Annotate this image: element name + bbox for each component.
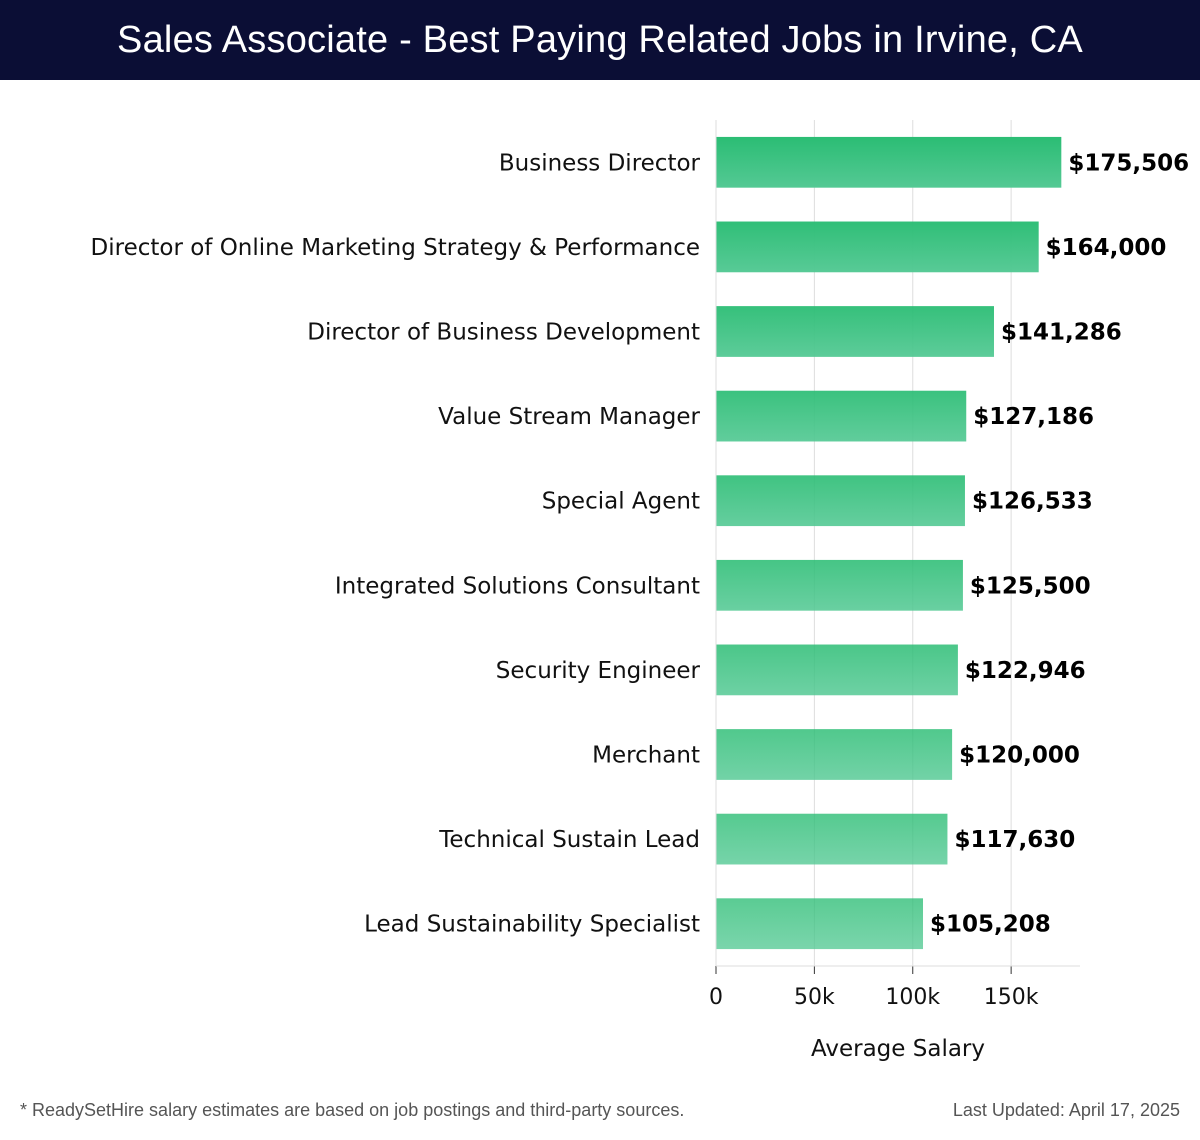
value-label: $127,186 — [973, 404, 1094, 430]
labels: Business Director $175,506 Director of Onl… — [91, 150, 1190, 937]
salary-bar-chart: Business Director $175,506 Director of Onl… — [91, 120, 1190, 1062]
value-label: $120,000 — [959, 743, 1080, 769]
bar — [716, 136, 1062, 188]
value-label: $141,286 — [1001, 320, 1122, 346]
category-label: Director of Online Marketing Strategy & … — [91, 235, 700, 261]
category-label: Business Director — [499, 150, 701, 176]
value-label: $164,000 — [1046, 235, 1167, 261]
chart-title: Sales Associate - Best Paying Related Jo… — [117, 18, 1083, 61]
bar — [716, 390, 967, 442]
value-label: $125,500 — [970, 573, 1091, 599]
category-label: Value Stream Manager — [438, 404, 700, 430]
category-label: Technical Sustain Lead — [438, 827, 700, 853]
chart-title-banner: Sales Associate - Best Paying Related Jo… — [0, 0, 1200, 80]
category-label: Integrated Solutions Consultant — [335, 573, 700, 599]
bar — [716, 813, 948, 865]
last-updated: Last Updated: April 17, 2025 — [952, 1100, 1180, 1120]
bar — [716, 221, 1039, 273]
category-label: Special Agent — [542, 489, 700, 515]
bar — [716, 306, 994, 357]
category-label: Security Engineer — [496, 658, 701, 684]
category-label: Lead Sustainability Specialist — [364, 912, 700, 938]
value-label: $105,208 — [930, 912, 1051, 938]
bar — [716, 729, 953, 780]
value-label: $117,630 — [954, 827, 1075, 853]
value-label: $175,506 — [1068, 150, 1189, 176]
bar — [716, 644, 958, 696]
x-tick-label: 150k — [984, 985, 1039, 1010]
x-tick-label: 100k — [885, 985, 940, 1010]
x-tick-label: 50k — [794, 985, 835, 1010]
bar — [716, 475, 965, 527]
x-axis: 0 50k 100k 150k Average Salary — [709, 120, 1080, 1062]
category-label: Merchant — [592, 743, 700, 769]
value-label: $122,946 — [965, 658, 1086, 684]
bar — [716, 898, 924, 950]
footer-note: * ReadySetHire salary estimates are base… — [20, 1100, 685, 1120]
bar — [716, 559, 963, 611]
value-label: $126,533 — [972, 489, 1093, 515]
bars — [716, 136, 1062, 950]
x-tick-label: 0 — [709, 985, 723, 1010]
x-axis-title: Average Salary — [811, 1036, 985, 1062]
category-label: Director of Business Development — [307, 320, 700, 346]
